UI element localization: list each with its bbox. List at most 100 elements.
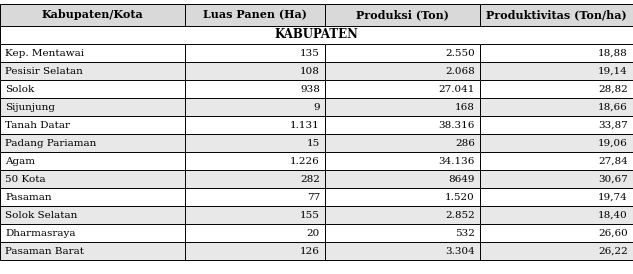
- Text: Pesisir Selatan: Pesisir Selatan: [5, 67, 83, 76]
- Text: 155: 155: [300, 210, 320, 219]
- Bar: [325, 170, 480, 188]
- Bar: [325, 4, 480, 26]
- Bar: [480, 152, 633, 170]
- Text: 168: 168: [455, 102, 475, 112]
- Bar: [0, 4, 185, 26]
- Bar: [0, 170, 185, 188]
- Bar: [480, 242, 633, 260]
- Bar: [480, 4, 633, 26]
- Text: Tanah Datar: Tanah Datar: [5, 121, 70, 130]
- Bar: [480, 206, 633, 224]
- Text: 9: 9: [313, 102, 320, 112]
- Text: Produksi (Ton): Produksi (Ton): [356, 10, 449, 21]
- Text: Solok Selatan: Solok Selatan: [5, 210, 77, 219]
- Text: Padang Pariaman: Padang Pariaman: [5, 138, 96, 147]
- Text: Pasaman Barat: Pasaman Barat: [5, 247, 84, 255]
- Bar: [480, 170, 633, 188]
- Bar: [0, 170, 185, 188]
- Bar: [185, 62, 325, 80]
- Bar: [325, 134, 480, 152]
- Bar: [185, 80, 325, 98]
- Bar: [480, 98, 633, 116]
- Bar: [0, 80, 185, 98]
- Bar: [0, 188, 185, 206]
- Text: 1.226: 1.226: [291, 156, 320, 165]
- Bar: [0, 44, 185, 62]
- Text: 50 Kota: 50 Kota: [5, 175, 46, 184]
- Bar: [0, 152, 185, 170]
- Bar: [480, 44, 633, 62]
- Bar: [480, 80, 633, 98]
- Bar: [325, 134, 480, 152]
- Bar: [480, 242, 633, 260]
- Text: 26,22: 26,22: [598, 247, 628, 255]
- Bar: [0, 98, 185, 116]
- Bar: [0, 224, 185, 242]
- Bar: [325, 152, 480, 170]
- Text: 938: 938: [300, 84, 320, 93]
- Bar: [185, 206, 325, 224]
- Bar: [480, 80, 633, 98]
- Text: Dharmasraya: Dharmasraya: [5, 229, 75, 238]
- Bar: [480, 188, 633, 206]
- Text: Agam: Agam: [5, 156, 35, 165]
- Bar: [185, 242, 325, 260]
- Text: 27.041: 27.041: [439, 84, 475, 93]
- Bar: [0, 80, 185, 98]
- Bar: [0, 242, 185, 260]
- Text: 8649: 8649: [449, 175, 475, 184]
- Bar: [480, 152, 633, 170]
- Text: 135: 135: [300, 48, 320, 58]
- Text: Kep. Mentawai: Kep. Mentawai: [5, 48, 84, 58]
- Bar: [325, 44, 480, 62]
- Bar: [325, 62, 480, 80]
- Text: Kabupaten/Kota: Kabupaten/Kota: [42, 10, 144, 21]
- Bar: [325, 224, 480, 242]
- Bar: [0, 62, 185, 80]
- Bar: [185, 152, 325, 170]
- Text: 3.304: 3.304: [445, 247, 475, 255]
- Bar: [185, 116, 325, 134]
- Bar: [0, 44, 185, 62]
- Bar: [325, 80, 480, 98]
- Text: 108: 108: [300, 67, 320, 76]
- Bar: [480, 98, 633, 116]
- Bar: [480, 44, 633, 62]
- Bar: [325, 206, 480, 224]
- Bar: [185, 4, 325, 26]
- Bar: [185, 134, 325, 152]
- Bar: [185, 188, 325, 206]
- Bar: [185, 224, 325, 242]
- Bar: [185, 170, 325, 188]
- Bar: [325, 80, 480, 98]
- Text: 33,87: 33,87: [598, 121, 628, 130]
- Bar: [480, 206, 633, 224]
- Bar: [480, 224, 633, 242]
- Bar: [325, 62, 480, 80]
- Text: 26,60: 26,60: [598, 229, 628, 238]
- Bar: [480, 134, 633, 152]
- Text: 15: 15: [307, 138, 320, 147]
- Text: Sijunjung: Sijunjung: [5, 102, 55, 112]
- Bar: [185, 242, 325, 260]
- Bar: [185, 44, 325, 62]
- Text: 532: 532: [455, 229, 475, 238]
- Bar: [480, 116, 633, 134]
- Text: 2.068: 2.068: [445, 67, 475, 76]
- Bar: [185, 224, 325, 242]
- Bar: [185, 188, 325, 206]
- Bar: [0, 116, 185, 134]
- Bar: [0, 98, 185, 116]
- Bar: [0, 206, 185, 224]
- Text: 18,40: 18,40: [598, 210, 628, 219]
- Bar: [325, 242, 480, 260]
- Text: 30,67: 30,67: [598, 175, 628, 184]
- Bar: [185, 80, 325, 98]
- Bar: [325, 242, 480, 260]
- Bar: [325, 206, 480, 224]
- Bar: [0, 152, 185, 170]
- Bar: [325, 224, 480, 242]
- Text: 18,88: 18,88: [598, 48, 628, 58]
- Text: 126: 126: [300, 247, 320, 255]
- Text: 286: 286: [455, 138, 475, 147]
